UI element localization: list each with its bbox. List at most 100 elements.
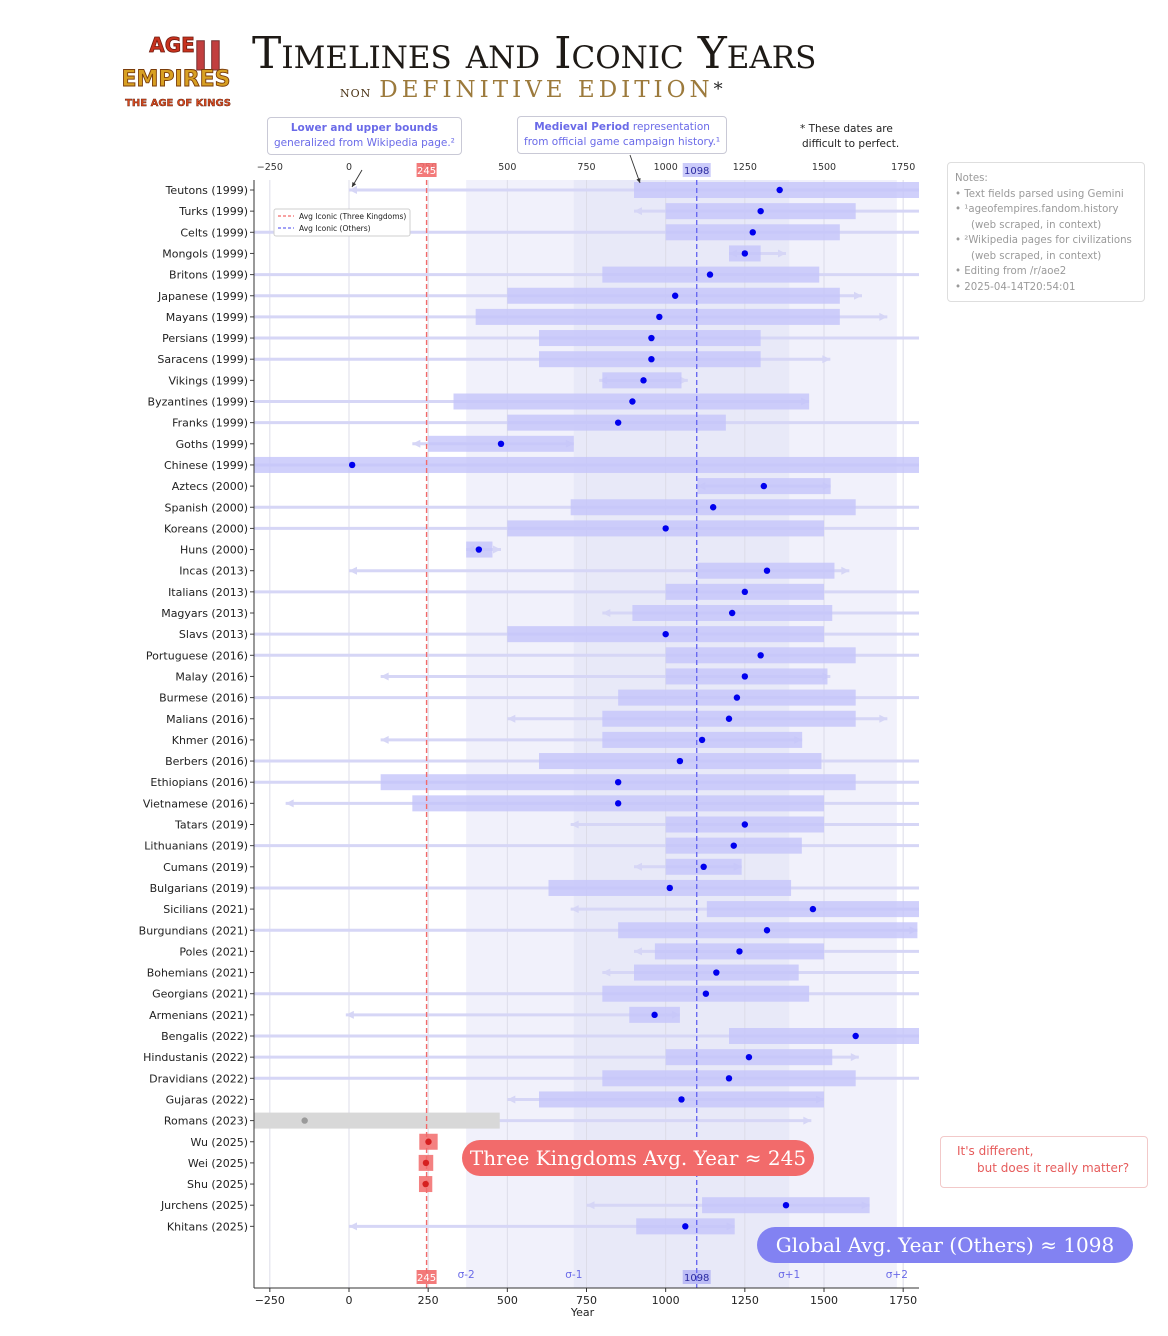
x-tick-label: 1500 bbox=[810, 1294, 838, 1307]
difficult-note-line-1: * These dates are bbox=[800, 123, 893, 135]
iconic-dot bbox=[733, 694, 741, 701]
medieval-arrow bbox=[629, 154, 641, 184]
iconic-dot bbox=[728, 609, 736, 617]
y-tick-label: Ethiopians (2016) bbox=[150, 776, 248, 789]
notes-line-5: (web scraped, in context) bbox=[971, 250, 1102, 262]
top-avg-tk-box bbox=[416, 163, 437, 177]
x-tick-label: 0 bbox=[346, 1294, 353, 1307]
iconic-dots bbox=[301, 186, 859, 1230]
iconic-dot bbox=[741, 821, 749, 828]
y-tick-label: Mongols (1999) bbox=[162, 247, 248, 260]
bound-arrow bbox=[778, 249, 786, 258]
y-tick-label: Spanish (2000) bbox=[164, 501, 248, 514]
bound-arrow bbox=[803, 1116, 812, 1125]
bound-arrow bbox=[345, 1010, 354, 1019]
y-tick-label: Wei (2025) bbox=[188, 1157, 248, 1170]
top-tick-label: 500 bbox=[498, 162, 516, 173]
logo-empires: EMPIRES bbox=[121, 67, 230, 92]
bound-arrow bbox=[602, 968, 611, 977]
iconic-dot bbox=[782, 1202, 790, 1209]
three-kingdoms-average-pill: Three Kingdoms Avg. Year ≈ 245 bbox=[462, 1140, 814, 1176]
subtitle-prefix: non bbox=[340, 82, 372, 101]
y-tick-label: Gujaras (2022) bbox=[166, 1093, 248, 1106]
bound-arrow bbox=[493, 545, 501, 554]
y-tick-label: Romans (2023) bbox=[164, 1115, 248, 1128]
legend-label-tk: Avg Iconic (Three Kingdoms) bbox=[299, 212, 406, 221]
iconic-dot bbox=[713, 969, 720, 976]
iconic-dot bbox=[301, 1117, 308, 1124]
bound-arrow bbox=[586, 1201, 595, 1210]
medieval-arrow-head bbox=[636, 178, 641, 183]
iconic-dot bbox=[776, 186, 783, 194]
y-tick-label: Berbers (2016) bbox=[165, 755, 248, 768]
iconic-dot bbox=[348, 461, 356, 469]
iconic-dot bbox=[666, 884, 673, 892]
bound-arrow bbox=[570, 905, 579, 914]
bound-arrow bbox=[634, 207, 642, 216]
iconic-dot bbox=[629, 398, 636, 405]
iconic-dot bbox=[662, 525, 669, 532]
iconic-dot bbox=[725, 1075, 733, 1082]
y-tick-label: Incas (2013) bbox=[179, 565, 248, 578]
callout-arrows bbox=[351, 154, 641, 188]
aoe2-logo: AGE II EMPIRES THE AGE OF KINGS bbox=[121, 33, 231, 110]
notes-title: Notes: bbox=[955, 173, 988, 184]
bound-arrow bbox=[285, 799, 294, 808]
bottom-avg-others-label: 1098 bbox=[684, 1273, 709, 1284]
bound-arrow bbox=[854, 291, 862, 300]
bound-arrow bbox=[879, 312, 888, 321]
x-tick-label: 1000 bbox=[652, 1294, 680, 1307]
sigma-label: σ+2 bbox=[886, 1269, 908, 1281]
iconic-dot bbox=[706, 271, 714, 278]
iconic-dot bbox=[497, 440, 505, 447]
range-bar bbox=[729, 1028, 919, 1044]
subtitle-main: DEFINITIVE EDITION bbox=[379, 77, 714, 103]
y-tick-label: Bengalis (2022) bbox=[161, 1030, 248, 1043]
iconic-dot bbox=[741, 673, 749, 680]
bottom-avg-tk-box bbox=[416, 1270, 437, 1284]
y-tick-label: Jurchens (2025) bbox=[160, 1199, 248, 1212]
y-tick-label: Chinese (1999) bbox=[164, 459, 248, 472]
axes: Teutons (1999) Turks (1999) Celts (1999) Mo… bbox=[139, 162, 919, 1319]
bound-arrow bbox=[507, 1095, 516, 1104]
y-tick-label: Slavs (2013) bbox=[179, 628, 248, 641]
bound-arrow bbox=[879, 714, 888, 723]
global-average-pill: Global Avg. Year (Others) ≈ 1098 bbox=[757, 1227, 1133, 1263]
iconic-dot bbox=[640, 377, 647, 384]
average-lines bbox=[425, 180, 698, 1288]
sigma-label: σ-2 bbox=[458, 1269, 475, 1281]
top-tick-label: 750 bbox=[577, 162, 595, 173]
iconic-dot bbox=[730, 842, 737, 849]
medieval-callout: Medieval Period representation from offi… bbox=[517, 116, 728, 154]
bottom-avg-others-box bbox=[682, 1270, 711, 1284]
difficult-note-line-2: difficult to perfect. bbox=[802, 138, 900, 150]
y-tick-label: Malay (2016) bbox=[175, 670, 248, 683]
x-tick-label: 1250 bbox=[731, 1294, 759, 1307]
iconic-dot bbox=[852, 1032, 859, 1040]
iconic-dot bbox=[763, 927, 771, 934]
notes-line-2: • ¹ageofempires.fandom.history bbox=[955, 204, 1119, 215]
y-tick-label: Magyars (2013) bbox=[161, 607, 248, 620]
x-axis-label: Year bbox=[570, 1306, 595, 1319]
y-tick-label: Goths (1999) bbox=[176, 438, 248, 451]
difficult-note: * These dates are difficult to perfect. bbox=[800, 122, 899, 152]
y-tick-label: Bulgarians (2019) bbox=[150, 882, 248, 895]
y-tick-label: Vikings (1999) bbox=[168, 374, 248, 387]
iconic-dot bbox=[651, 1011, 658, 1019]
iconic-dot bbox=[741, 250, 749, 257]
y-tick-label: Aztecs (2000) bbox=[172, 480, 248, 493]
bound-arrow bbox=[349, 186, 357, 194]
top-tick-label: 0 bbox=[346, 162, 352, 173]
bounds-arrow-head bbox=[352, 182, 357, 187]
iconic-dot bbox=[678, 1096, 685, 1103]
iconic-dot bbox=[725, 715, 733, 722]
top-tick-label: 1000 bbox=[654, 162, 678, 173]
logo-subtitle: THE AGE OF KINGS bbox=[125, 98, 231, 109]
iconic-dot bbox=[425, 1138, 432, 1145]
legend-label-others: Avg Iconic (Others) bbox=[299, 224, 371, 233]
notes-line-4: • ²Wikipedia pages for civilizations bbox=[955, 235, 1132, 246]
y-tick-label: Dravidians (2022) bbox=[149, 1072, 248, 1085]
iconic-dot bbox=[648, 356, 655, 363]
x-tick-label: −250 bbox=[255, 1294, 285, 1307]
bounds-callout-title: Lower and upper bounds bbox=[290, 122, 439, 134]
